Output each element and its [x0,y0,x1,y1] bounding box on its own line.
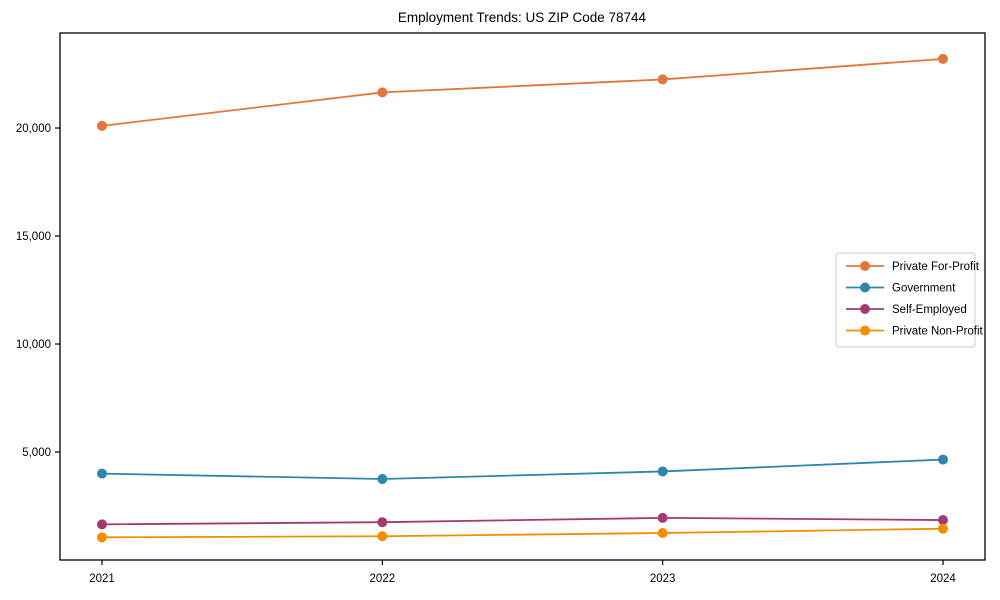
legend-box: Private For-Profit Government Self-Employe… [835,252,984,348]
legend-entry: Private Non-Profit [846,325,984,338]
data-point [938,515,948,526]
legend-marker-icon [860,304,870,314]
chart-title: Employment Trends: US ZIP Code 78744 [398,10,647,25]
x-axis-tick-label: 2022 [370,573,396,585]
data-point [97,120,107,131]
legend-marker-icon [860,261,870,271]
x-axis-tick-label: 2021 [89,573,115,585]
series-line-government [101,458,944,480]
axes-layer: 5,000 10,000 15,000 20,000 2021 2022 2023 2024 [16,123,957,585]
series-line-private-for-profit [101,58,944,127]
y-axis-tick-label: 15,000 [16,231,51,243]
legend-entry-label: Self-Employed [892,304,967,316]
legend-marker-icon [860,282,870,293]
data-point [377,87,388,98]
data-point [657,466,668,477]
data-point [657,74,668,85]
data-point [657,512,668,523]
legend-entry-label: Government [892,283,956,295]
data-point [938,454,948,465]
legend-marker-icon [860,325,870,336]
data-point [938,523,948,534]
x-axis-tick-label: 2024 [930,573,956,585]
y-axis-tick-label: 20,000 [16,123,51,135]
x-axis-tick-label: 2023 [650,573,676,585]
plot-frame [59,32,986,561]
series-line-self-employed [101,516,944,526]
y-axis-tick-label: 10,000 [16,339,51,351]
legend-entry: Self-Employed [846,304,967,316]
series-line-private-non-profit [101,527,944,539]
data-point [377,517,388,528]
data-point [377,474,388,485]
legend-frame [835,252,976,348]
legend-entry-label: Private Non-Profit [892,326,984,338]
legend-entry-label: Private For-Profit [892,261,980,273]
legend-entry: Private For-Profit [846,261,980,273]
y-axis-tick-label: 5,000 [22,447,51,459]
data-point [377,531,388,542]
data-point [657,528,668,539]
data-point [97,519,107,530]
data-point [97,532,107,543]
data-point [97,468,107,479]
series-layer [97,53,948,543]
data-point [938,53,948,64]
legend-entry: Government [846,282,956,295]
